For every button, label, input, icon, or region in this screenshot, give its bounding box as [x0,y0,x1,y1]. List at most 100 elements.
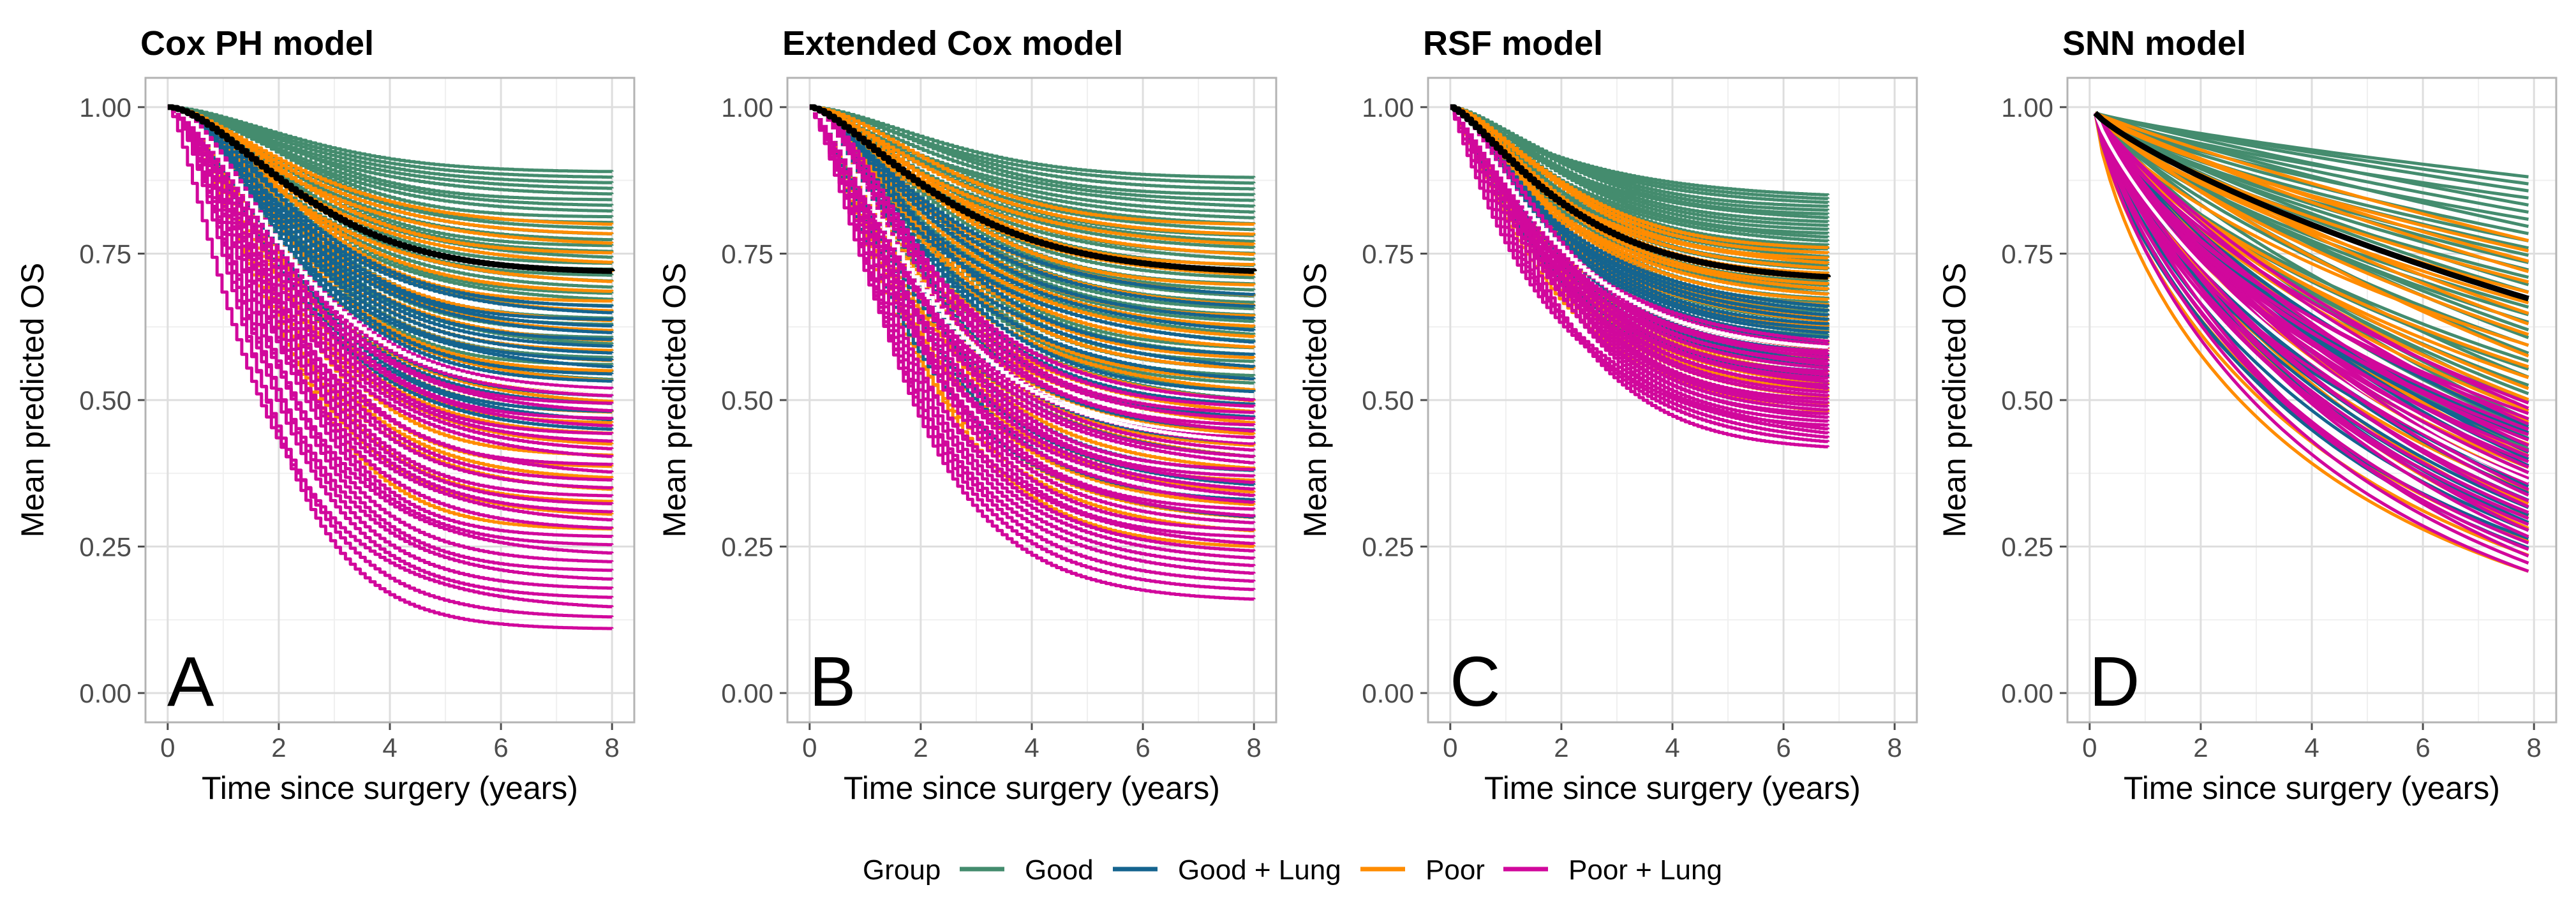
curve-poor-lung [809,105,1256,497]
curve-poor [2094,112,2529,573]
x-tick-label: 2 [913,733,928,763]
curve-white [2094,112,2529,483]
curve-white [809,105,1256,443]
curve-poor-lung [2094,112,2529,405]
curve-poor [167,105,614,235]
curve-good-lung [167,105,614,315]
x-axis-title: Time since surgery (years) [202,770,578,806]
curve-good [2094,111,2529,200]
curve-good [1450,105,1830,208]
curve-poor [2094,111,2529,242]
curves [1450,104,1831,449]
curve-poor-lung [809,105,1256,575]
curve-poor-lung [167,105,614,581]
curve-poor [167,105,614,226]
x-tick-label: 0 [802,733,817,763]
series-poor-lung [167,105,614,630]
y-tick-label: 0.50 [79,385,131,415]
curve-poor [1450,105,1830,255]
curve-poor-lung [2094,112,2529,503]
mean-curve [809,104,1257,274]
curve-good-lung [167,105,614,308]
panel-title: Cox PH model [140,24,374,63]
curve-poor-lung [809,105,1256,567]
curve-poor [2094,112,2529,380]
curve-poor-lung [2094,112,2529,431]
y-tick-label: 0.25 [1362,532,1414,562]
x-tick-label: 8 [2527,733,2542,763]
curve-poor-lung [167,105,614,398]
curve-poor-lung [167,105,614,609]
curve-poor-lung [2094,112,2529,520]
mean-curve [1450,104,1831,280]
y-axis-title: Mean predicted OS [15,263,50,538]
y-tick-label: 0.50 [1362,385,1414,415]
x-tick-label: 8 [1247,733,1262,763]
x-tick-label: 4 [2304,733,2319,763]
curve-good [2094,112,2529,235]
legend-label-good: Good [1025,854,1094,886]
curve-poor-lung [167,105,614,563]
panel-letter: C [1450,643,1500,721]
curve-poor [2094,112,2529,336]
curve-good [809,105,1256,185]
legend: Group Good Good + Lung Poor Poor + Lung [863,854,1722,886]
panel-c: 0 2 4 6 8 0.00 0.25 0.50 0.75 1.00 RSF model Time s… [1297,24,1918,806]
series-poor-lung [2094,112,2529,573]
panel-letter: D [2089,643,2140,721]
x-tick-label: 8 [1887,733,1902,763]
y-tick-label: 0.75 [2001,239,2053,269]
curve-good-lung [809,105,1256,356]
curve-good-lung [2094,112,2529,532]
curve-poor-lung [809,105,1256,433]
y-tick-label: 0.75 [79,239,131,269]
curve-poor [2094,112,2529,347]
y-tick-label: 1.00 [1362,93,1414,123]
curves [2093,110,2529,573]
curve-poor [1450,105,1830,265]
y-axis-title: Mean predicted OS [1297,263,1333,538]
curve-good [809,105,1256,179]
curves [809,104,1257,601]
curve-poor [2094,111,2529,263]
curve-poor-lung [167,105,614,428]
y-tick-label: 0.50 [721,385,773,415]
x-tick-label: 0 [2082,733,2097,763]
y-tick-label: 1.00 [79,93,131,123]
y-tick-label: 0.25 [2001,532,2053,562]
x-tick-label: 2 [1554,733,1568,763]
y-tick-label: 1.00 [2001,93,2053,123]
x-tick-label: 2 [2193,733,2208,763]
curve-poor-lung [167,105,614,450]
legend-title: Group [863,854,941,886]
curves [167,104,615,630]
x-tick-label: 6 [2415,733,2430,763]
curve-poor [809,105,1256,226]
curve-poor-lung [1450,105,1830,359]
panel-border [1427,77,1918,724]
x-tick-label: 4 [1024,733,1039,763]
curve-poor-lung [167,105,614,458]
x-tick-label: 0 [1443,733,1457,763]
panel-border [786,77,1277,724]
curve-poor-lung [167,105,614,435]
x-tick-label: 6 [1135,733,1150,763]
curve-poor-lung [1450,105,1830,343]
curve-poor [1450,105,1830,249]
curve-good [167,105,614,174]
mean-curve [2093,110,2529,302]
x-axis-title: Time since surgery (years) [2124,770,2500,806]
curve-poor-lung [2094,112,2529,558]
panel-border [144,77,636,724]
curve-poor-lung [1450,105,1830,435]
curve-poor-lung [2094,112,2529,436]
panel-d: 0 2 4 6 8 0.00 0.25 0.50 0.75 1.00 SNN model Time s… [1937,24,2557,806]
y-tick-label: 0.00 [1362,678,1414,708]
curve-good [167,105,614,190]
curve-poor-lung [2094,112,2529,565]
x-tick-label: 0 [160,733,175,763]
curve-good [2094,112,2529,221]
y-tick-label: 0.25 [721,532,773,562]
curve-poor-lung [809,105,1256,546]
y-tick-label: 0.25 [79,532,131,562]
